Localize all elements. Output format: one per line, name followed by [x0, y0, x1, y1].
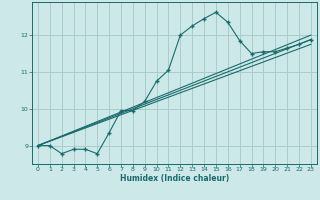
X-axis label: Humidex (Indice chaleur): Humidex (Indice chaleur)	[120, 174, 229, 183]
